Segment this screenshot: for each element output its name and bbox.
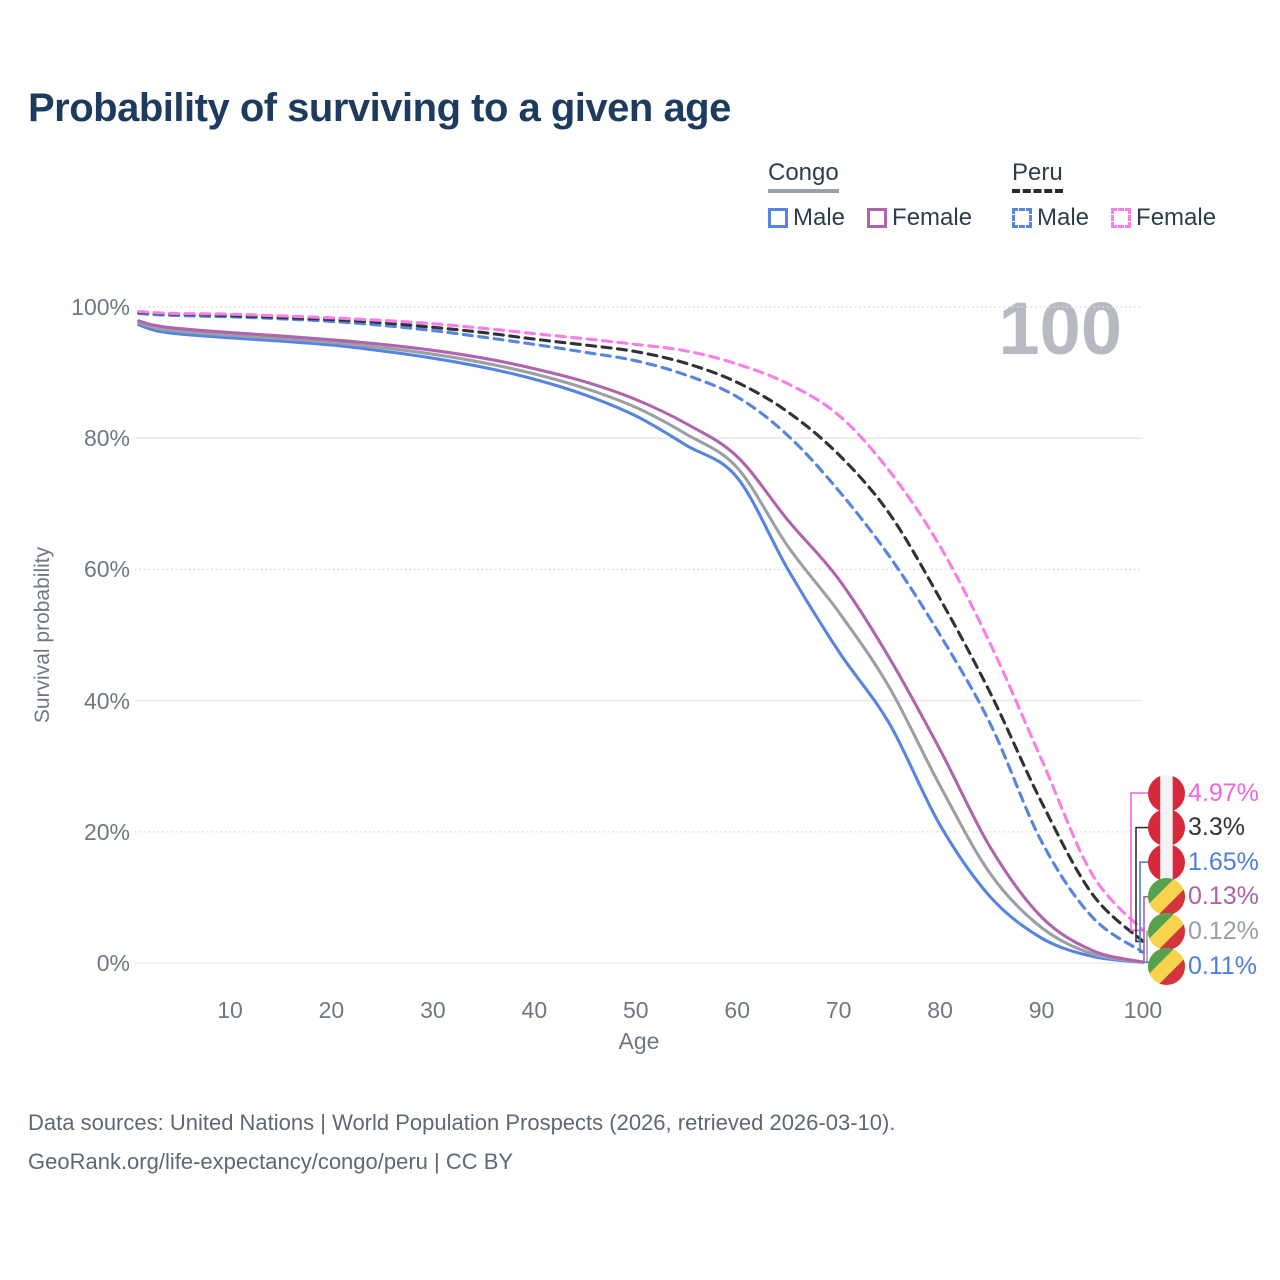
legend-swatch-congo-female-icon	[867, 208, 888, 228]
end-label-value: 0.12%	[1188, 916, 1259, 945]
footer: Data sources: United Nations | World Pop…	[28, 1103, 895, 1181]
congo-flag-icon	[1148, 912, 1185, 950]
end-label-value: 0.11%	[1188, 951, 1258, 980]
end-label-value: 3.3%	[1188, 813, 1245, 842]
legend-group-peru: Peru Male Female	[1012, 160, 1238, 232]
y-tick-80%: 80%	[83, 425, 130, 452]
x-tick-50: 50	[622, 997, 649, 1023]
footer-license-line: GeoRank.org/life-expectancy/congo/peru |…	[28, 1149, 514, 1174]
legend-group-congo: Congo Male Female	[768, 160, 994, 232]
legend-item-peru-male[interactable]: Male	[1012, 204, 1089, 232]
x-tick-60: 60	[724, 997, 751, 1023]
x-tick-30: 30	[420, 997, 446, 1023]
end-label-value: 4.97%	[1188, 778, 1259, 807]
series-line-peru-male	[137, 312, 1145, 954]
watermark-age-100: 100	[998, 287, 1122, 370]
x-tick-10: 10	[217, 997, 243, 1023]
y-tick-60%: 60%	[83, 556, 130, 583]
series-line-peru-both-sexes	[137, 310, 1145, 943]
legend-item-label: Female	[892, 204, 973, 231]
legend-swatch-peru-male-icon	[1012, 208, 1032, 228]
legend-item-label: Female	[1136, 204, 1217, 231]
end-label-peru-both-sexes: 3.3%	[1148, 809, 1245, 847]
end-label-peru-female: 4.97%	[1148, 774, 1259, 812]
end-label-congo-male: 0.11%	[1148, 947, 1258, 985]
peru-flag-icon	[1148, 809, 1185, 847]
end-label-value: 0.13%	[1188, 882, 1259, 911]
x-tick-40: 40	[521, 997, 548, 1023]
legend-item-congo-male[interactable]: Male	[768, 204, 845, 232]
y-tick-20%: 20%	[83, 818, 130, 845]
legend-item-label: Male	[1037, 204, 1090, 231]
x-axis-title: Age	[618, 1028, 660, 1054]
y-axis-title: Survival probability	[31, 546, 54, 724]
end-label-value: 1.65%	[1188, 847, 1259, 876]
legend-item-label: Male	[793, 204, 846, 231]
legend-item-peru-female[interactable]: Female	[1111, 204, 1216, 232]
y-tick-0%: 0%	[96, 950, 130, 976]
legend-swatch-peru-female-icon	[1111, 208, 1132, 228]
page-title: Probability of surviving to a given age	[28, 86, 731, 130]
peru-flag-icon	[1148, 774, 1185, 812]
connector-peru-female	[1130, 792, 1150, 932]
x-tick-100: 100	[1123, 997, 1163, 1023]
legend-swatch-congo-male-icon	[768, 208, 788, 228]
end-label-peru-male: 1.65%	[1148, 843, 1259, 881]
x-tick-90: 90	[1028, 997, 1055, 1023]
legend-item-congo-female[interactable]: Female	[867, 204, 972, 232]
footer-source-line: Data sources: United Nations | World Pop…	[28, 1110, 896, 1135]
x-tick-20: 20	[318, 997, 345, 1023]
congo-flag-icon	[1148, 947, 1185, 985]
end-label-congo-female: 0.13%	[1148, 878, 1259, 916]
peru-flag-icon	[1148, 843, 1185, 881]
x-tick-80: 80	[927, 997, 953, 1023]
x-tick-70: 70	[825, 997, 852, 1023]
congo-flag-icon	[1148, 878, 1185, 916]
y-tick-100%: 100%	[71, 294, 130, 320]
legend-group-label-congo: Congo	[768, 160, 839, 193]
series-line-congo-female	[137, 319, 1145, 964]
connector-peru-male	[1139, 861, 1150, 953]
series-line-congo-both-sexes	[137, 321, 1145, 964]
legend-group-label-peru: Peru	[1012, 160, 1063, 193]
end-label-congo-both-sexes: 0.12%	[1148, 912, 1259, 950]
series-line-peru-female	[137, 310, 1145, 932]
series-line-congo-male	[137, 323, 1145, 964]
y-tick-40%: 40%	[83, 687, 130, 714]
